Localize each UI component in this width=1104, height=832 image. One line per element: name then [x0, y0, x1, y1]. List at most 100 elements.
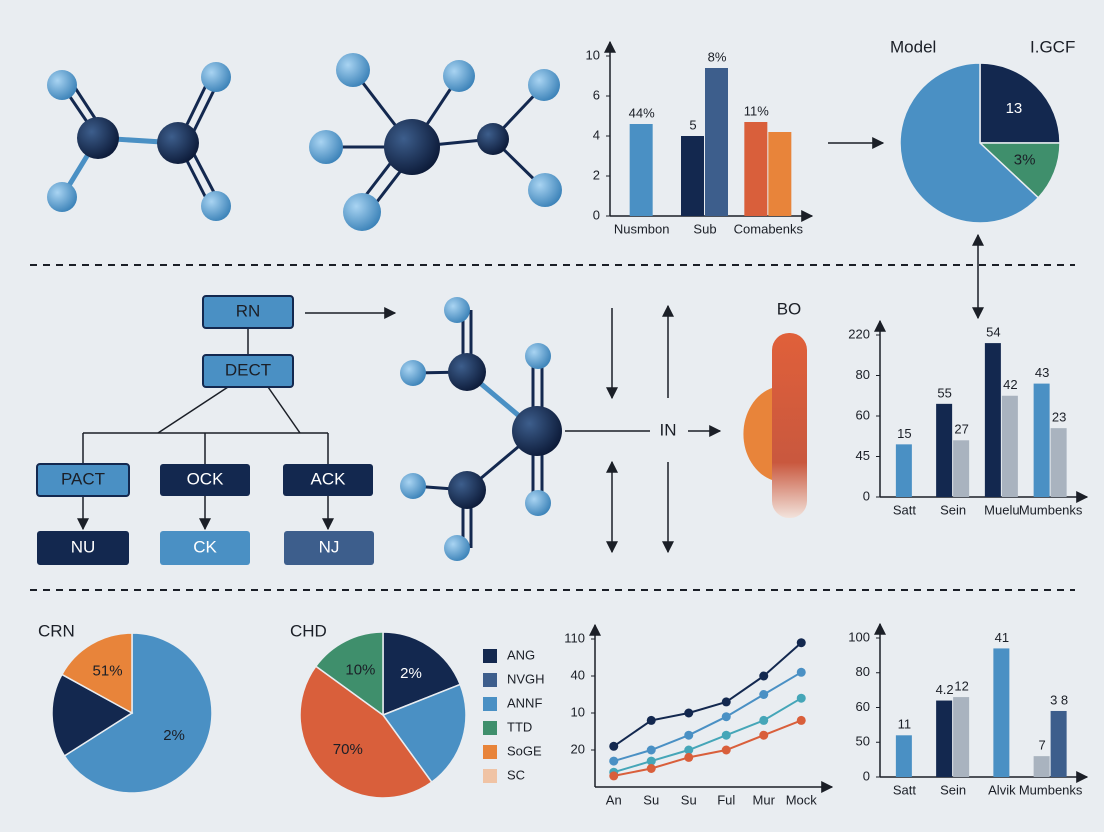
gauge-label: BO: [777, 299, 802, 318]
y-tick-label: 60: [856, 699, 870, 714]
legend-swatch: [483, 673, 497, 687]
line: [613, 671, 802, 763]
slice-label: 2%: [400, 665, 422, 682]
chart-title: CHD: [290, 621, 327, 640]
x-tick-label: Mock: [786, 792, 818, 807]
point: [796, 693, 806, 703]
point: [721, 697, 731, 707]
line: [613, 641, 802, 748]
slice-label: 2%: [163, 727, 185, 744]
data-label: 54: [986, 325, 1000, 340]
point: [684, 708, 694, 718]
data-label: 8%: [708, 49, 727, 64]
data-label: 7: [1039, 738, 1046, 753]
point: [796, 638, 806, 648]
node-label: CK: [193, 537, 217, 556]
slice-label: 51%: [93, 663, 123, 680]
pie-slice: [63, 632, 213, 794]
y-tick-label: 40: [571, 667, 585, 682]
pie-slice: [979, 62, 1061, 144]
molecule: [47, 62, 231, 221]
node-label: ACK: [311, 469, 347, 488]
molecule: [309, 53, 562, 231]
point: [796, 715, 806, 725]
point: [721, 730, 731, 740]
legend-swatch: [483, 745, 497, 759]
arrows: [305, 137, 984, 554]
bar: [705, 68, 728, 216]
y-tick-label: 0: [863, 768, 870, 783]
bar: [1050, 428, 1067, 497]
bar: [953, 697, 970, 777]
data-label: 5: [689, 117, 696, 132]
point: [684, 752, 694, 762]
bar: [984, 343, 1001, 497]
legend-swatch: [483, 769, 497, 783]
x-tick-label: Alvik: [988, 782, 1016, 797]
data-label: 41: [995, 630, 1009, 645]
chart-subtitle: I.GCF: [1030, 37, 1075, 56]
y-tick-label: 80: [856, 664, 870, 679]
point: [759, 715, 769, 725]
legend-swatch: [483, 697, 497, 711]
x-tick-label: Mumbenks: [1019, 502, 1083, 517]
y-tick-label: 110: [564, 630, 585, 645]
y-tick-label: 0: [863, 488, 870, 503]
bar: [1001, 395, 1018, 497]
bar: [629, 124, 653, 216]
data-label: 43: [1035, 365, 1049, 380]
point: [646, 764, 656, 773]
y-tick-label: 0: [593, 207, 600, 222]
flow-diagram: RN DECT PACT OCK ACK NU CK NJ: [36, 295, 374, 565]
pie-slice: [381, 683, 467, 784]
data-label: 27: [954, 422, 968, 437]
y-tick-label: 45: [856, 448, 870, 463]
x-tick-label: Comabenks: [734, 221, 804, 236]
point: [684, 730, 694, 740]
legend-label: ANNF: [507, 695, 542, 710]
point: [646, 745, 656, 755]
pie-slice: [299, 665, 433, 799]
node-label: DECT: [225, 360, 271, 379]
y-tick-label: 100: [848, 629, 870, 644]
bar: [936, 700, 953, 777]
x-tick-label: Mur: [753, 792, 776, 807]
data-label: 3 8: [1050, 692, 1068, 707]
bar: [953, 440, 970, 497]
x-tick-label: Su: [681, 792, 697, 807]
x-tick-label: Ful: [717, 792, 735, 807]
point: [721, 712, 731, 722]
y-tick-label: 220: [848, 326, 870, 341]
x-tick-label: Muelu: [984, 502, 1019, 517]
bar: [1050, 710, 1067, 777]
bar: [936, 403, 953, 497]
bar: [681, 136, 704, 216]
y-tick-label: 60: [856, 407, 870, 422]
point: [759, 671, 769, 681]
node-label: NU: [71, 537, 96, 556]
data-label: 4.2: [936, 682, 954, 697]
node-label: RN: [236, 301, 261, 320]
legend-swatch: [483, 649, 497, 663]
chart-title: CRN: [38, 621, 75, 640]
y-tick-label: 4: [593, 127, 600, 142]
slice-label: 13: [1006, 100, 1023, 117]
y-tick-label: 10: [571, 704, 585, 719]
y-tick-label: 10: [586, 47, 600, 62]
point: [646, 756, 656, 766]
data-label: 55: [937, 385, 951, 400]
data-label: 12: [954, 679, 968, 694]
legend-label: SC: [507, 767, 525, 782]
x-tick-label: Sub: [693, 221, 716, 236]
data-label: 11: [898, 717, 912, 732]
point: [609, 771, 619, 781]
x-tick-label: Su: [643, 792, 659, 807]
y-tick-label: 6: [593, 87, 600, 102]
slice-label: 70%: [333, 741, 363, 758]
pie-slice: [899, 62, 1040, 224]
bar: [895, 444, 912, 497]
y-tick-label: 20: [571, 741, 585, 756]
point: [646, 715, 656, 725]
point: [609, 756, 619, 766]
legend-swatch: [483, 721, 497, 735]
